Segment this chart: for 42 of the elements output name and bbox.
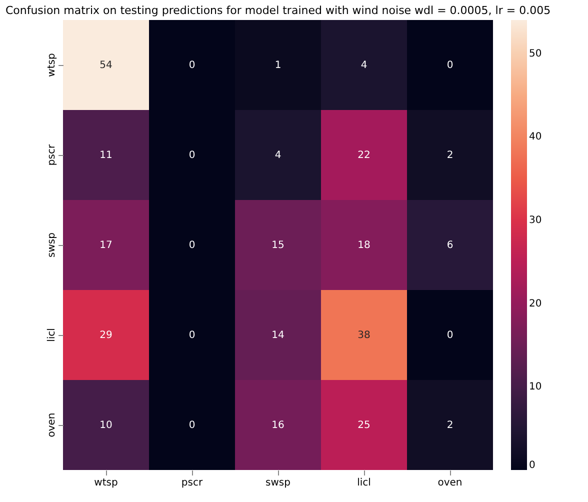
y-tick-label: pscr	[46, 144, 58, 166]
color-bar-label: 30	[529, 215, 542, 226]
data-label: 4	[274, 150, 282, 161]
data-label: 6	[446, 240, 454, 251]
data-label: 16	[272, 420, 284, 431]
data-label: 0	[446, 330, 454, 341]
data-label: 29	[100, 330, 112, 341]
data-label: 15	[272, 240, 284, 251]
data-label: 17	[100, 240, 112, 251]
data-label: 0	[188, 420, 196, 431]
data-label: 54	[100, 60, 112, 71]
color-bar-label: 20	[529, 298, 542, 310]
color-bar-label: 40	[529, 132, 542, 143]
chart-title: Confusion matrix on testing predictions for model trained with wind noise wdl = 0.0005, lr = 0.005	[5, 4, 551, 17]
data-label: 0	[188, 150, 196, 161]
y-tick-label: swsp	[46, 232, 58, 258]
x-tick-label: licl	[357, 478, 371, 488]
data-label: 0	[446, 60, 454, 71]
x-tick-label: wtsp	[94, 478, 118, 488]
data-label: 10	[100, 420, 112, 431]
data-label: 0	[188, 330, 196, 341]
data-label: 2	[446, 150, 454, 161]
data-label: 0	[188, 240, 196, 251]
data-label: 2	[446, 420, 454, 431]
data-label: 22	[358, 150, 370, 161]
y-tick-label: licl	[46, 328, 58, 342]
color-bar-label: 50	[529, 48, 542, 60]
data-label: 1	[274, 60, 282, 71]
color-bar-label: 0	[529, 460, 536, 471]
x-tick-label: swsp	[266, 478, 290, 488]
y-tick-label: wtsp	[46, 53, 58, 77]
x-tick-label: oven	[438, 478, 462, 488]
color-bar-label: 10	[529, 382, 542, 393]
y-tick-label: oven	[46, 412, 58, 438]
data-label: 25	[358, 420, 370, 431]
data-label: 0	[188, 60, 196, 71]
data-label: 38	[358, 330, 370, 341]
x-tick-label: pscr	[181, 478, 204, 488]
data-label: 14	[272, 330, 284, 341]
data-label: 4	[360, 60, 368, 71]
data-label: 11	[100, 150, 112, 161]
data-label: 18	[358, 240, 370, 251]
